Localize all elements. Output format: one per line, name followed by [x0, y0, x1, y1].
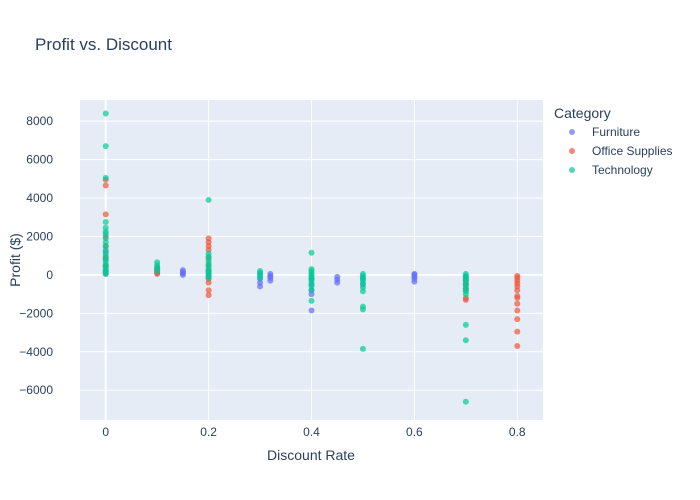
- data-point[interactable]: [102, 174, 109, 181]
- y-tick-label: 8000: [26, 114, 53, 128]
- data-point[interactable]: [462, 337, 469, 344]
- y-tick-label: 4000: [26, 191, 53, 205]
- y-tick-label: 2000: [26, 229, 53, 243]
- chart-title: Profit vs. Discount: [35, 35, 172, 54]
- data-point[interactable]: [179, 267, 186, 274]
- legend-item[interactable]: Office Supplies: [569, 144, 673, 158]
- data-point[interactable]: [359, 288, 366, 295]
- data-point[interactable]: [462, 398, 469, 405]
- data-point[interactable]: [308, 287, 315, 294]
- data-point[interactable]: [257, 274, 264, 281]
- legend-item[interactable]: Furniture: [569, 125, 640, 139]
- data-point[interactable]: [411, 278, 418, 285]
- data-point[interactable]: [205, 287, 212, 294]
- data-point[interactable]: [102, 143, 109, 150]
- y-tick-label: 0: [46, 268, 53, 282]
- data-point[interactable]: [102, 182, 109, 189]
- data-point[interactable]: [514, 294, 521, 301]
- data-point[interactable]: [359, 306, 366, 313]
- x-tick-label: 0.6: [406, 425, 423, 439]
- series-technology: [102, 110, 469, 405]
- data-point[interactable]: [154, 268, 161, 275]
- y-tick-label: −6000: [19, 383, 53, 397]
- x-axis-title: Discount Rate: [267, 447, 355, 463]
- data-point[interactable]: [267, 270, 274, 277]
- data-point[interactable]: [514, 316, 521, 323]
- data-point[interactable]: [462, 296, 469, 303]
- plot-area: [80, 100, 543, 420]
- data-point[interactable]: [102, 219, 109, 226]
- x-tick-label: 0.8: [509, 425, 526, 439]
- data-point[interactable]: [205, 274, 212, 281]
- x-tick-label: 0.4: [303, 425, 320, 439]
- data-point[interactable]: [514, 287, 521, 294]
- data-point[interactable]: [205, 279, 212, 286]
- data-point[interactable]: [267, 277, 274, 284]
- data-point[interactable]: [462, 291, 469, 298]
- x-tick-label: 0.2: [200, 425, 217, 439]
- legend-marker: [569, 129, 575, 135]
- y-axis-ticks: −6000 −4000 −2000 0 2000 4000 6000 8000: [19, 114, 53, 397]
- data-point[interactable]: [308, 297, 315, 304]
- x-tick-label: 0: [102, 425, 109, 439]
- data-point[interactable]: [514, 343, 521, 350]
- data-point[interactable]: [462, 321, 469, 328]
- data-point[interactable]: [334, 279, 341, 286]
- data-point[interactable]: [308, 307, 315, 314]
- data-point[interactable]: [257, 283, 264, 290]
- data-point[interactable]: [102, 270, 109, 277]
- data-point[interactable]: [102, 110, 109, 117]
- legend-item[interactable]: Technology: [569, 163, 653, 177]
- data-point[interactable]: [205, 196, 212, 203]
- y-tick-label: 6000: [26, 153, 53, 167]
- data-point[interactable]: [102, 230, 109, 237]
- y-axis-title: Profit ($): [7, 233, 23, 287]
- legend-label: Office Supplies: [592, 144, 673, 158]
- data-point[interactable]: [514, 328, 521, 335]
- legend-marker: [569, 167, 575, 173]
- data-points: [102, 110, 521, 405]
- legend[interactable]: Category Furniture Office Supplies Technol…: [554, 105, 673, 177]
- data-point[interactable]: [359, 345, 366, 352]
- data-point[interactable]: [411, 270, 418, 277]
- data-point[interactable]: [205, 292, 212, 299]
- legend-marker: [569, 148, 575, 154]
- data-point[interactable]: [514, 300, 521, 307]
- data-point[interactable]: [514, 307, 521, 314]
- data-point[interactable]: [308, 249, 315, 256]
- data-point[interactable]: [102, 211, 109, 218]
- y-tick-label: −2000: [19, 306, 53, 320]
- legend-label: Furniture: [592, 125, 640, 139]
- legend-title: Category: [554, 105, 611, 121]
- x-axis-ticks: 0 0.2 0.4 0.6 0.8: [102, 425, 526, 439]
- y-tick-label: −4000: [19, 345, 53, 359]
- legend-label: Technology: [592, 163, 653, 177]
